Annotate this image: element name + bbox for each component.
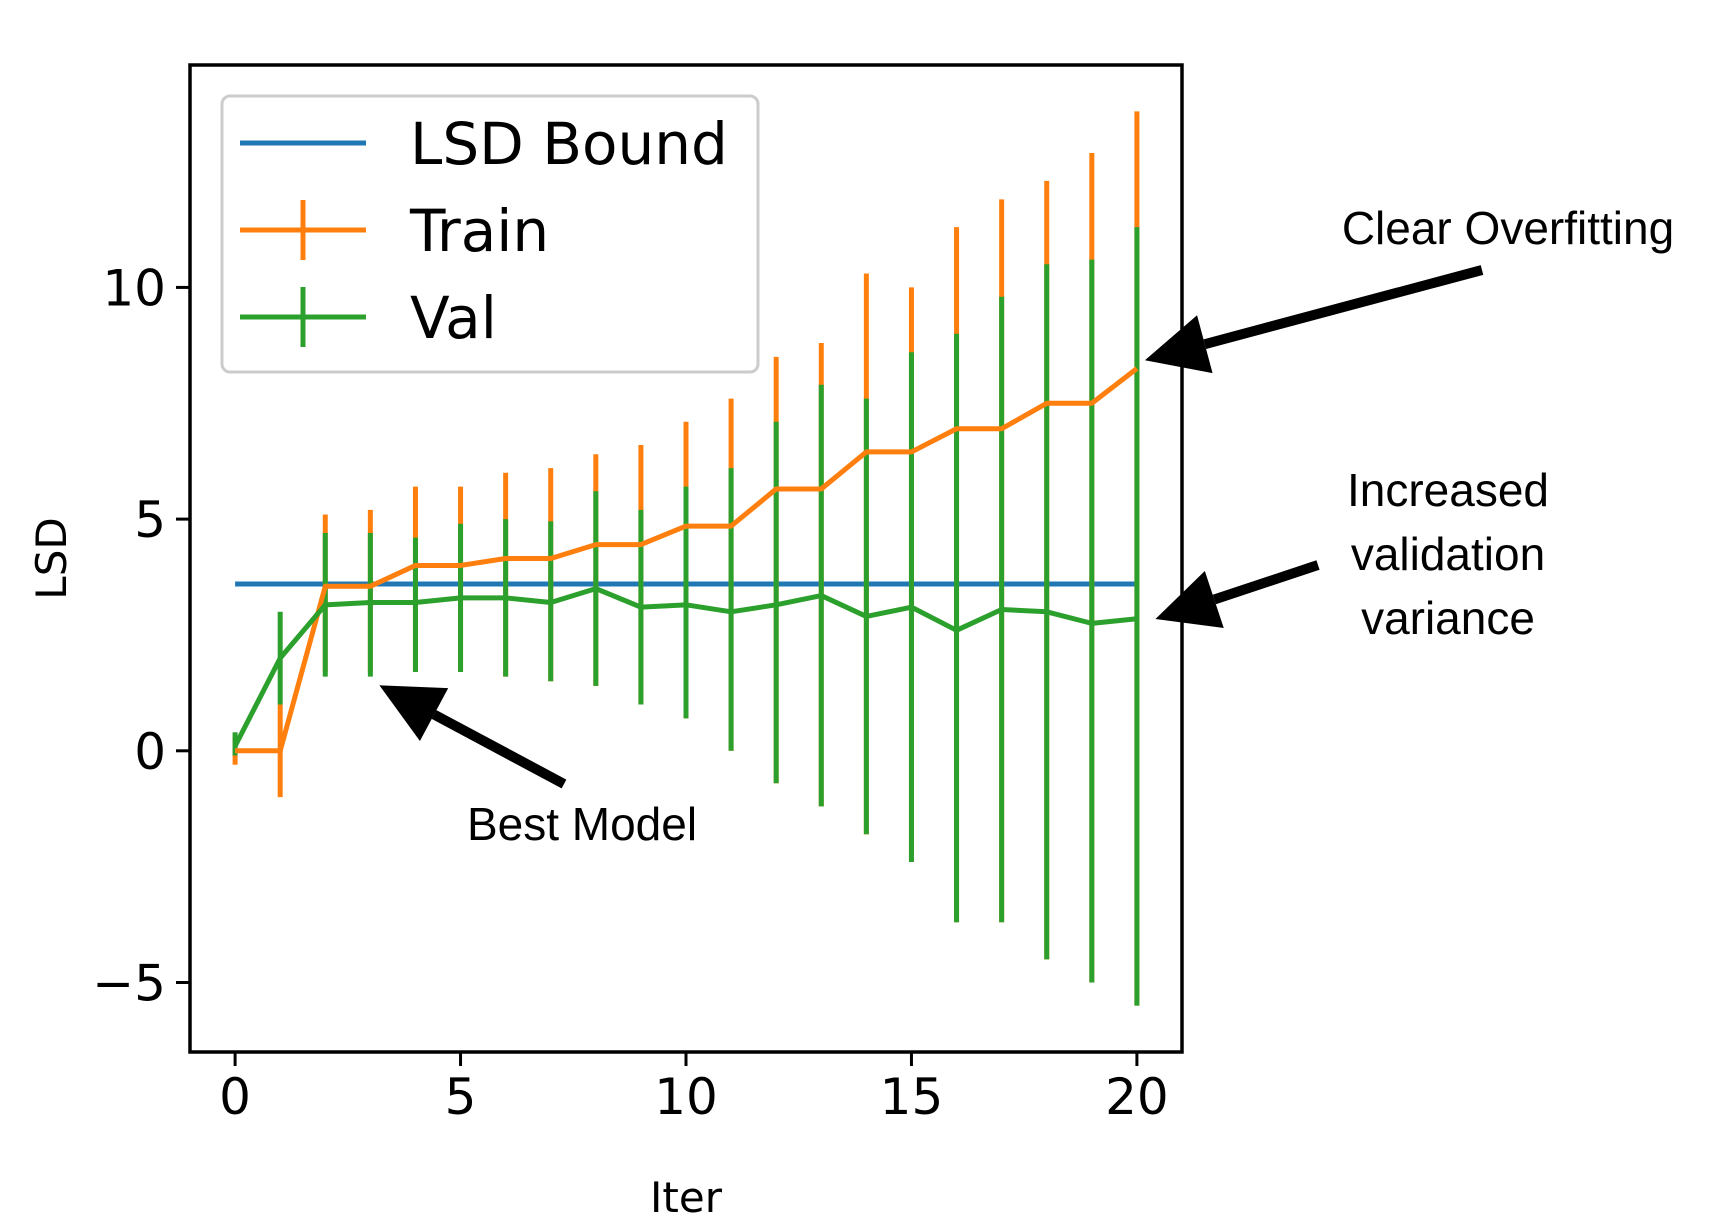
line-layer xyxy=(232,366,1139,754)
annotation-best-model: Best Model xyxy=(467,798,697,850)
annotation-clear-overfitting: Clear Overfitting xyxy=(1342,202,1674,254)
x-tick-label: 15 xyxy=(880,1068,944,1126)
annotation-arrow-increased-validation-variance xyxy=(1155,560,1320,628)
annotation-arrow-best-model xyxy=(379,685,567,789)
y-tick-label: 5 xyxy=(134,491,166,549)
legend: LSD Bound Train Val xyxy=(220,94,760,374)
annotation-increased-validation-variance: Increased xyxy=(1347,464,1549,516)
annotation-arrow-clear-overfitting xyxy=(1144,265,1484,374)
x-axis-label: Iter xyxy=(650,1173,723,1222)
errorbar-layer xyxy=(232,111,1140,1006)
legend-item-lsd-bound: LSD Bound xyxy=(240,110,728,178)
annotation-increased-validation-variance: variance xyxy=(1361,592,1535,644)
x-tick-label: 20 xyxy=(1105,1068,1169,1126)
legend-box xyxy=(220,94,760,374)
legend-label: Train xyxy=(409,197,549,265)
val-series-line xyxy=(232,586,1138,748)
tick-layer: 0 5 10 15 20 −5 0 5 10 xyxy=(92,259,1168,1126)
legend-item-train: Train xyxy=(240,197,549,265)
y-tick-label: 0 xyxy=(134,723,166,781)
train-series-line xyxy=(235,366,1139,754)
y-tick-label: 10 xyxy=(102,259,166,317)
x-tick-label: 0 xyxy=(219,1068,251,1126)
x-tick-label: 5 xyxy=(445,1068,477,1126)
legend-item-val: Val xyxy=(240,284,497,352)
y-tick-label: −5 xyxy=(92,954,166,1012)
legend-label: LSD Bound xyxy=(410,110,728,178)
annotation-layer: Clear Overfitting Increased validation vari… xyxy=(379,202,1674,850)
y-axis-label: LSD xyxy=(27,517,76,599)
x-tick-label: 10 xyxy=(654,1068,718,1126)
legend-label: Val xyxy=(410,284,497,352)
annotation-increased-validation-variance: validation xyxy=(1351,528,1545,580)
